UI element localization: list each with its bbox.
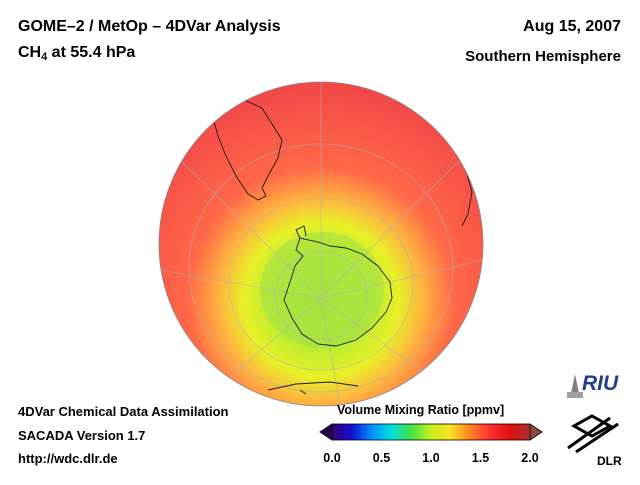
plot-title: GOME–2 / MetOp – 4DVar Analysis	[18, 18, 281, 35]
antarctic-peninsula	[295, 225, 307, 239]
colorbar-tick-3: 1.5	[471, 451, 490, 465]
footer-line-1: 4DVar Chemical Data Assimilation	[18, 404, 229, 419]
hemisphere-label: Southern Hemisphere	[465, 48, 621, 65]
date-label: Aug 15, 2007	[523, 18, 621, 35]
island-coast	[299, 389, 307, 395]
graticule	[159, 82, 483, 406]
riu-logo-text[interactable]: RIU	[582, 372, 619, 395]
colorbar	[319, 423, 543, 441]
species-label: CH4 at 55.4 hPa	[18, 44, 135, 63]
colorbar-gradient	[331, 423, 531, 441]
colorbar-right-arrow	[529, 423, 543, 441]
globe-outline	[158, 81, 484, 407]
colorbar-tick-4: 2.0	[521, 451, 539, 465]
species-main: CH	[18, 44, 42, 61]
antarctica-coast	[283, 237, 393, 347]
colorbar-tick-2: 1.0	[422, 451, 440, 465]
footer-url[interactable]: http://wdc.dlr.de	[18, 451, 118, 466]
species-level: at 55.4 hPa	[47, 44, 136, 61]
colorbar-tick-0: 0.0	[323, 451, 341, 465]
colorbar-tick-1: 0.5	[372, 451, 391, 465]
species-subscript: 4	[41, 51, 48, 63]
riu-logo-icon	[567, 374, 583, 398]
footer-line-2: SACADA Version 1.7	[18, 428, 146, 443]
polar-vortex-core	[260, 232, 384, 348]
dlr-logo-icon[interactable]	[564, 412, 624, 456]
dlr-logo-text: DLR	[597, 454, 622, 468]
colorbar-left-arrow	[319, 423, 333, 441]
australia-coast	[267, 381, 359, 391]
south-america-coast	[211, 91, 283, 201]
colorbar-title: Volume Mixing Ratio [ppmv]	[337, 403, 505, 417]
